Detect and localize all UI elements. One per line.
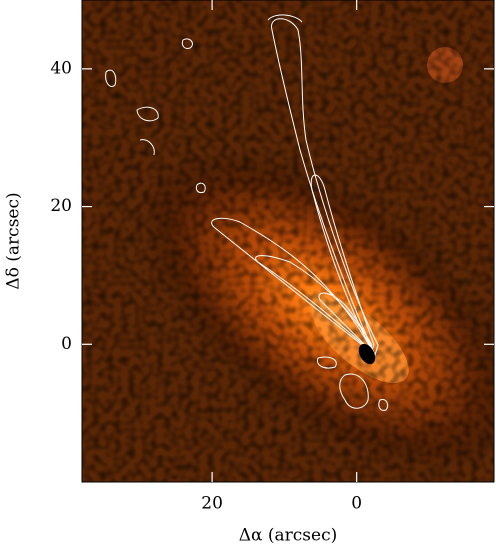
contour <box>211 217 376 356</box>
x-tick-label: 20 <box>201 494 223 514</box>
contour <box>318 292 373 351</box>
x-tick-label: 0 <box>351 494 362 514</box>
y-tick-label: 20 <box>50 196 72 216</box>
contour <box>310 174 375 352</box>
contour <box>378 399 389 411</box>
contour <box>267 14 303 23</box>
contour <box>139 139 155 156</box>
contours <box>105 14 389 411</box>
image <box>82 0 494 482</box>
contour <box>316 356 337 369</box>
contour <box>339 373 369 409</box>
contour <box>105 69 117 87</box>
contour <box>136 106 159 122</box>
core-contours <box>358 343 376 365</box>
y-tick-label: 40 <box>50 58 72 78</box>
contour <box>181 38 193 49</box>
x-axis-label: Δα (arcsec) <box>239 526 338 546</box>
y-axis-label: Δδ (arcsec) <box>4 192 24 289</box>
contour <box>271 18 379 357</box>
frame <box>81 0 495 483</box>
contour <box>255 255 374 354</box>
contour <box>195 182 206 193</box>
noise <box>82 0 494 482</box>
y-tick-label: 0 <box>61 334 72 354</box>
